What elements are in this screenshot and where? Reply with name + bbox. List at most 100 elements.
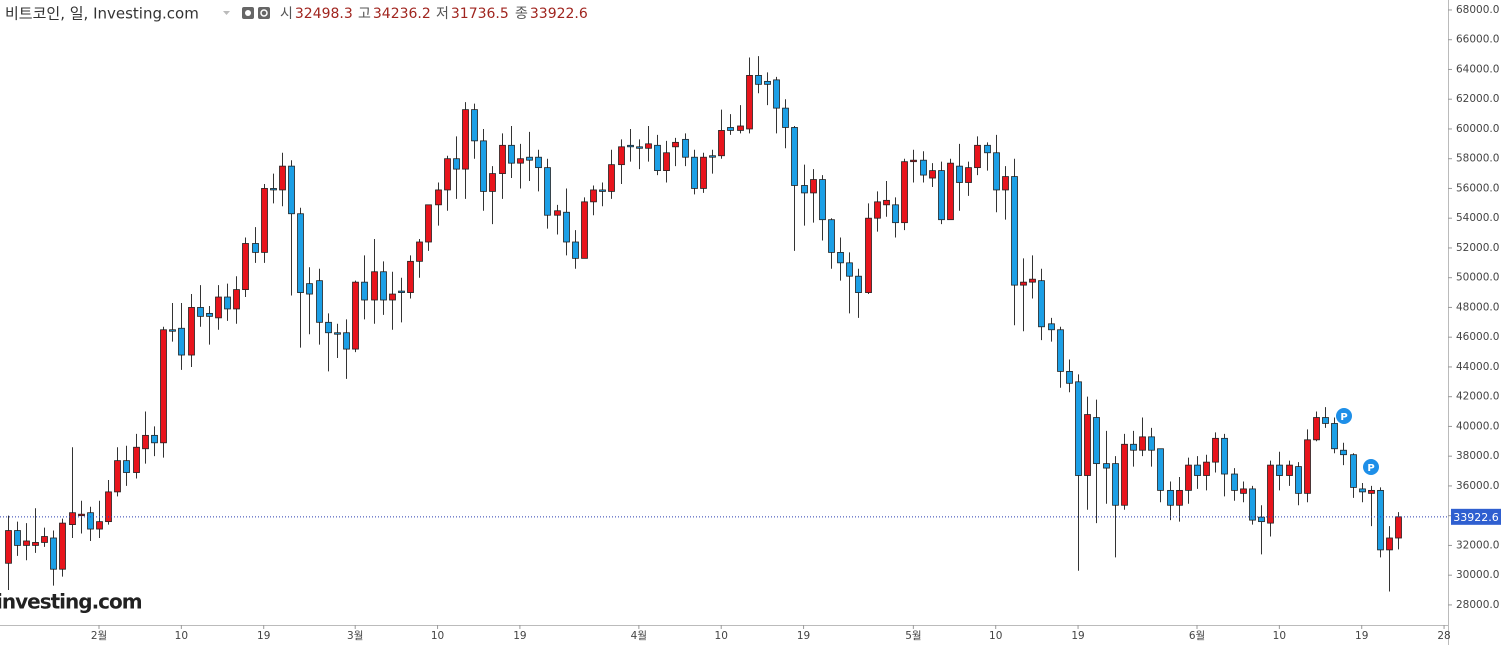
candle-body bbox=[425, 204, 432, 243]
candle-body bbox=[169, 329, 176, 332]
candle-body bbox=[837, 252, 844, 264]
x-tick-label: 3월 bbox=[347, 630, 363, 642]
y-tick-label: 40000.0 bbox=[1456, 420, 1499, 432]
candle-body bbox=[435, 189, 442, 206]
candle-body bbox=[572, 241, 579, 259]
candle-body bbox=[78, 513, 85, 517]
ohlc-value: 34236.2 bbox=[373, 6, 431, 22]
candle-body bbox=[1377, 489, 1384, 551]
candle-body bbox=[1203, 461, 1210, 476]
candle-body bbox=[727, 127, 734, 131]
candle-body bbox=[41, 536, 48, 543]
gear-icon[interactable] bbox=[258, 7, 270, 19]
y-tick-label: 50000.0 bbox=[1456, 272, 1499, 284]
event-marker[interactable] bbox=[1336, 408, 1352, 424]
candle-body bbox=[50, 537, 57, 570]
candle-body bbox=[901, 161, 908, 224]
candle-body bbox=[1121, 443, 1128, 506]
candle-body bbox=[1048, 323, 1055, 331]
candle-body bbox=[517, 158, 524, 164]
candle-body bbox=[1093, 417, 1100, 465]
candle-body bbox=[14, 530, 21, 546]
candle-body bbox=[1103, 463, 1110, 469]
plot-area bbox=[5, 56, 1402, 592]
candle-body bbox=[993, 152, 1000, 191]
y-tick-label: 52000.0 bbox=[1456, 242, 1499, 254]
candle-body bbox=[737, 125, 744, 131]
candle-body bbox=[1340, 449, 1347, 456]
candle-body bbox=[1148, 436, 1155, 451]
last-price-label: 33922.6 bbox=[1453, 511, 1499, 524]
candle-body bbox=[1350, 454, 1357, 488]
x-tick-label: 6월 bbox=[1189, 630, 1205, 642]
candle-body bbox=[810, 179, 817, 194]
candle-body bbox=[1286, 464, 1293, 476]
candle-body bbox=[1267, 464, 1274, 524]
candle-body bbox=[1331, 423, 1338, 450]
candle-body bbox=[1249, 488, 1256, 521]
candle-body bbox=[123, 460, 130, 473]
candle-body bbox=[1185, 464, 1192, 491]
candle-body bbox=[69, 512, 76, 526]
ohlc-label: 종 bbox=[515, 6, 528, 22]
candle-body bbox=[233, 289, 240, 310]
y-tick-label: 32000.0 bbox=[1456, 539, 1499, 551]
candle-body bbox=[874, 201, 881, 219]
dropdown-icon[interactable] bbox=[223, 11, 230, 15]
y-tick-label: 66000.0 bbox=[1456, 34, 1499, 46]
candle-body bbox=[270, 188, 277, 191]
candle-body bbox=[1020, 281, 1027, 286]
candle-body bbox=[663, 152, 670, 172]
candle-body bbox=[151, 434, 158, 444]
candle-body bbox=[288, 165, 295, 215]
candle-body bbox=[1258, 516, 1265, 523]
candle-body bbox=[215, 296, 222, 319]
candle-body bbox=[188, 307, 195, 356]
y-tick-label: 60000.0 bbox=[1456, 123, 1499, 135]
candle-body bbox=[160, 329, 167, 444]
candle-body bbox=[1212, 437, 1219, 463]
candle-body bbox=[1139, 436, 1146, 451]
candle-body bbox=[325, 321, 332, 334]
y-tick-label: 30000.0 bbox=[1456, 569, 1499, 581]
y-tick-label: 54000.0 bbox=[1456, 212, 1499, 224]
candle-body bbox=[371, 271, 378, 301]
candle-body bbox=[380, 271, 387, 301]
candle-body bbox=[535, 156, 542, 169]
candle-body bbox=[361, 281, 368, 301]
y-tick-label: 38000.0 bbox=[1456, 450, 1499, 462]
candle-body bbox=[581, 201, 588, 259]
event-marker[interactable] bbox=[1363, 459, 1379, 475]
candle-body bbox=[1359, 488, 1366, 493]
x-tick-label: 19 bbox=[1071, 630, 1084, 642]
candle-body bbox=[279, 165, 286, 191]
ohlc-readout: 시 32498.3 고 34236.2 저 31736.5 종 33922.6 bbox=[280, 6, 588, 22]
candle-body bbox=[242, 243, 249, 290]
chart-title: 비트코인, 일, Investing.com bbox=[5, 5, 199, 23]
candle-body bbox=[590, 189, 597, 203]
candle-body bbox=[114, 460, 121, 493]
candle-body bbox=[178, 327, 185, 356]
y-tick-label: 46000.0 bbox=[1456, 331, 1499, 343]
candle-body bbox=[1157, 448, 1164, 491]
candle-body bbox=[645, 143, 652, 149]
candle-body bbox=[563, 211, 570, 243]
candle-body bbox=[1130, 443, 1137, 451]
candle-body bbox=[1066, 371, 1073, 384]
candle-body bbox=[480, 140, 487, 192]
x-tick-label: 10 bbox=[715, 630, 728, 642]
candle-body bbox=[965, 167, 972, 183]
event-markers: PP bbox=[1336, 408, 1379, 475]
y-tick-label: 28000.0 bbox=[1456, 599, 1499, 611]
x-tick-label: 4월 bbox=[631, 630, 647, 642]
last-price-tag bbox=[1451, 508, 1501, 525]
candle-body bbox=[791, 127, 798, 186]
event-marker-label: P bbox=[1367, 463, 1374, 474]
x-tick-label: 19 bbox=[257, 630, 270, 642]
y-tick-label: 42000.0 bbox=[1456, 391, 1499, 403]
candle-body bbox=[672, 141, 679, 148]
candle-body bbox=[746, 75, 753, 130]
x-tick-label: 19 bbox=[797, 630, 810, 642]
